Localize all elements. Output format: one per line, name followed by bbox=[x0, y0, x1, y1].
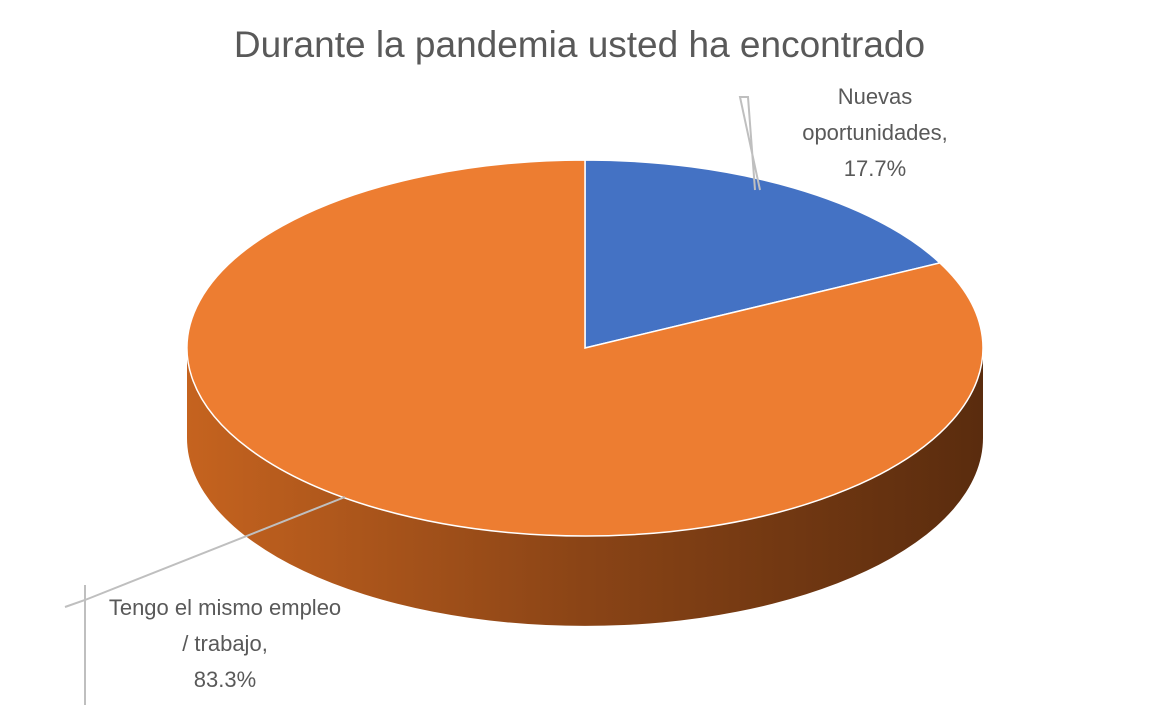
pie-slice bbox=[584, 159, 942, 349]
value-label: 83.3% bbox=[193, 667, 257, 692]
pie-side bbox=[187, 348, 983, 626]
value-label: 17.7% bbox=[843, 156, 907, 181]
data-label: Nuevas oportunidades 17.7% bbox=[780, 79, 970, 187]
data-label: Tengo el mismo empleo / trabajo 83.3% bbox=[105, 590, 345, 698]
category-label: Nuevas oportunidades bbox=[802, 84, 948, 145]
pie-slice bbox=[186, 159, 984, 537]
category-label: Tengo el mismo empleo / trabajo bbox=[109, 595, 341, 656]
pie bbox=[186, 159, 984, 626]
leader-line bbox=[738, 96, 761, 191]
chart-title: Durante la pandemia usted ha encontrado bbox=[233, 24, 926, 65]
